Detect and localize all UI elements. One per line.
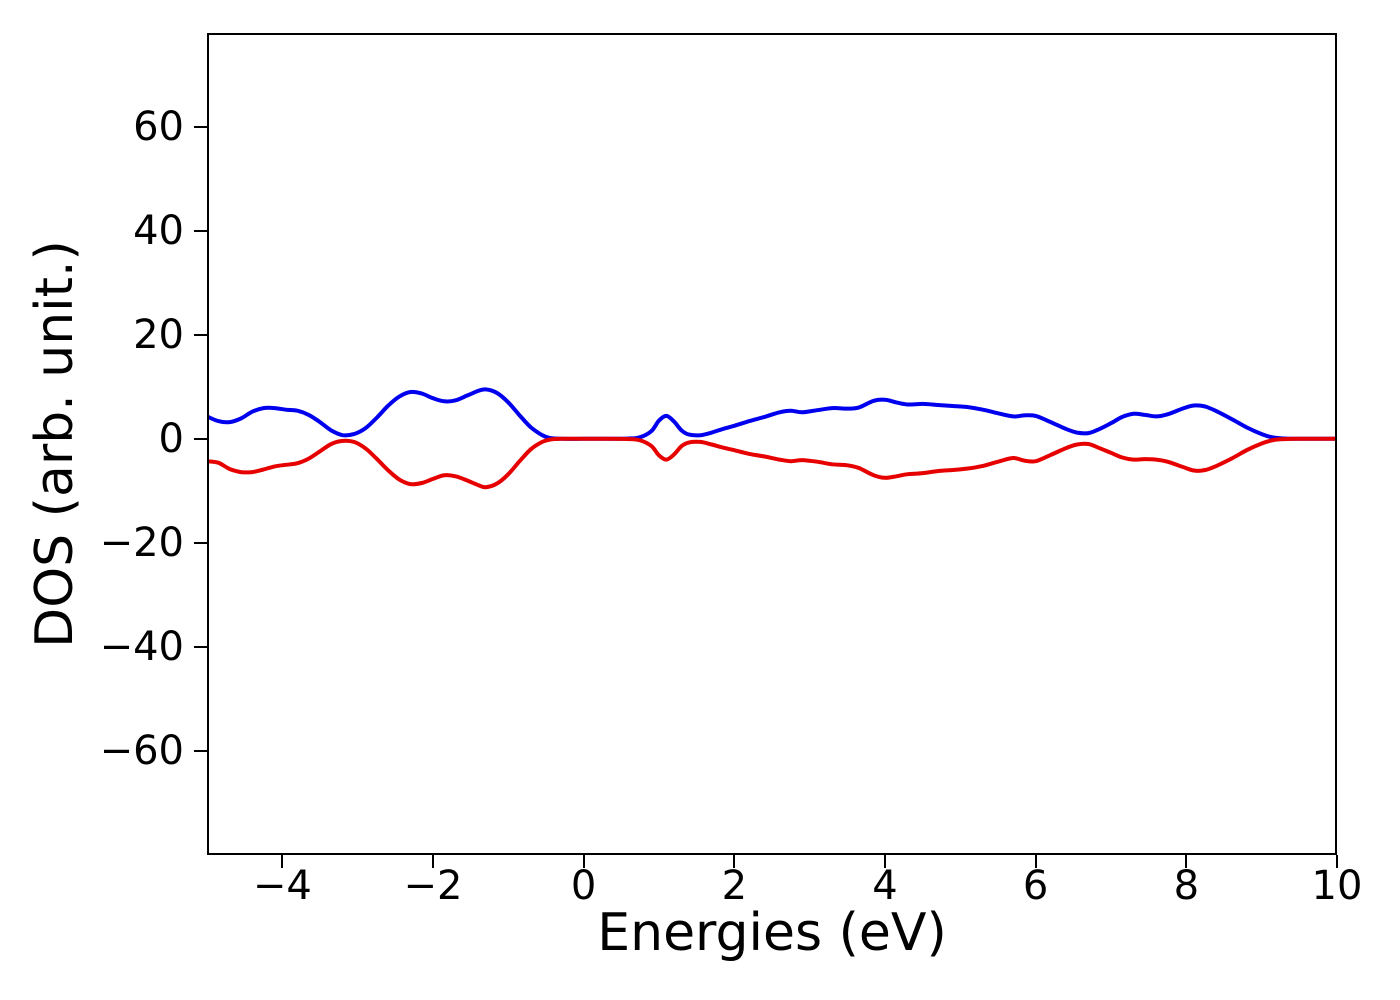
y-tick-label: −60 (99, 727, 184, 774)
dos-plot-canvas (207, 387, 1337, 490)
y-tick-label: −40 (99, 623, 184, 670)
x-tick-label: 4 (872, 863, 898, 909)
x-tick-mark (1336, 855, 1338, 868)
y-tick-mark (194, 645, 207, 648)
y-tick-mark (194, 749, 207, 752)
x-tick-mark (884, 855, 886, 868)
y-tick-label: 20 (133, 311, 184, 358)
y-tick-mark (194, 437, 207, 440)
y-tick-mark (194, 125, 207, 128)
x-tick-label: 2 (721, 863, 748, 909)
dos-spin-down-curve (207, 436, 1337, 490)
x-tick-label: 8 (1173, 863, 1200, 909)
plot-area (207, 33, 1337, 855)
y-tick-mark (194, 541, 207, 544)
x-tick-mark (432, 855, 434, 868)
y-axis-label: DOS (arb. unit.) (25, 240, 85, 648)
x-tick-mark (1185, 855, 1188, 868)
y-tick-label: 60 (133, 103, 184, 150)
y-tick-mark (194, 229, 207, 232)
y-tick-mark (194, 333, 207, 336)
x-tick-mark (1034, 855, 1037, 868)
y-tick-label: −20 (99, 519, 184, 566)
x-tick-label: 0 (570, 863, 597, 909)
x-axis-label: Energies (eV) (597, 903, 947, 963)
dos-spin-up-curve (207, 387, 1337, 441)
x-tick-mark (582, 855, 585, 868)
x-tick-label: 10 (1311, 863, 1363, 909)
y-tick-label: 0 (158, 415, 184, 462)
x-tick-mark (281, 855, 284, 868)
x-tick-label: 6 (1022, 863, 1049, 909)
x-tick-label: −2 (403, 863, 463, 909)
y-tick-label: 40 (133, 207, 184, 254)
x-tick-mark (733, 855, 736, 868)
x-tick-label: −4 (252, 863, 312, 909)
